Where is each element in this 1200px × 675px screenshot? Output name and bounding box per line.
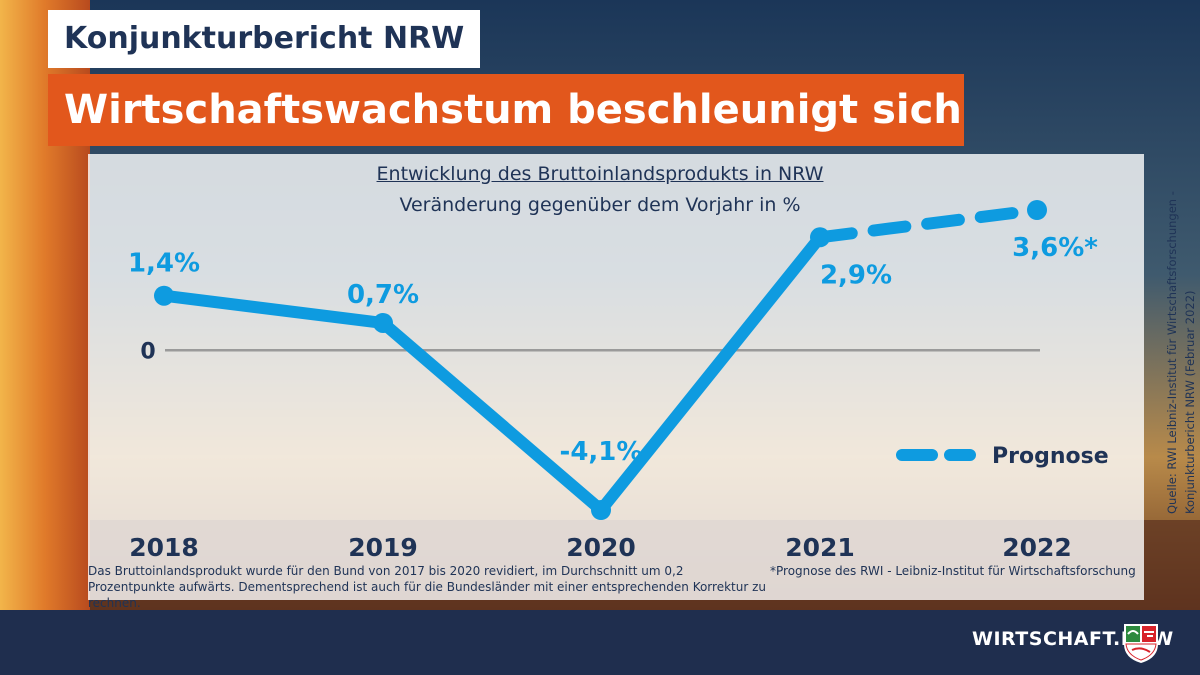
source-line-1: Quelle: RWI Leibniz-Institut für Wirtsch… [1165,191,1179,514]
headline: Wirtschaftswachstum beschleunigt sich [48,74,964,146]
data-point-2022 [1027,200,1047,220]
actual-line [158,231,826,516]
data-label-2022: 3,6%* [1012,233,1098,263]
nrw-coat-of-arms-icon [1124,624,1158,663]
source-note: Quelle: RWI Leibniz-Institut für Wirtsch… [1163,154,1199,514]
data-point-2019 [373,312,393,333]
x-tick-label-2021: 2021 [785,533,855,562]
chart-subtitle: Veränderung gegenüber dem Vorjahr in % [399,194,801,216]
report-kicker: Konjunkturbericht NRW [48,10,481,68]
data-label-2021: 2,9% [820,260,892,290]
x-tick-label-2018: 2018 [129,533,199,562]
forecast-line [814,204,1043,244]
data-point-2020 [591,500,611,520]
data-label-2019: 0,7% [347,280,419,310]
footer-bar [0,610,1200,675]
brand-logo[interactable]: WIRTSCHAFT.NRW [972,628,1174,650]
zero-tick-label: 0 [140,339,155,364]
x-tick-label-2019: 2019 [348,533,418,562]
forecast-note: *Prognose des RWI - Leibniz-Institut für… [770,564,1136,578]
chart-title: Entwicklung des Bruttoinlandsprodukts in… [376,163,824,185]
legend-label-prognose: Prognose [992,444,1109,469]
data-label-2020: -4,1% [560,437,643,467]
data-point-2018 [154,285,174,306]
x-tick-label-2020: 2020 [566,533,636,562]
x-tick-label-2022: 2022 [1002,533,1072,562]
source-line-2: Konjunkturbericht NRW (Februar 2022) [1183,290,1197,514]
data-point-2021 [810,227,830,248]
revision-note: Das Bruttoinlandsprodukt wurde für den B… [88,564,766,610]
data-label-2018: 1,4% [128,249,200,279]
chart-panel [88,154,1144,600]
